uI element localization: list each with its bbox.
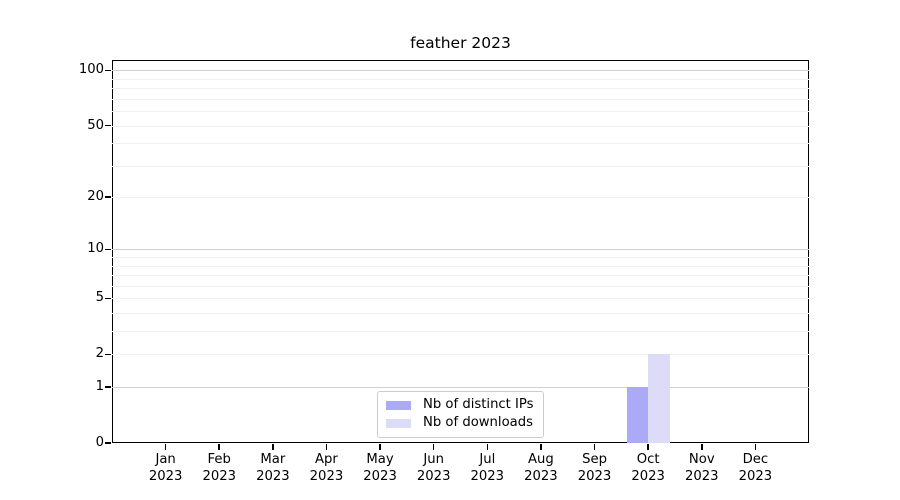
y-tick-label: 5 [95,290,104,306]
minor-gridline [112,275,809,277]
y-tick-mark [105,248,111,251]
minor-gridline [112,78,809,80]
x-tick-label: Jun 2023 [416,452,451,484]
bar-oct-series-0 [626,387,649,443]
major-gridline [112,70,809,72]
major-gridline [112,249,809,251]
minor-gridline [112,313,809,315]
legend-swatch [386,400,411,410]
major-gridline [112,387,809,389]
y-tick-label: 20 [87,189,104,205]
plot-area [112,60,809,443]
minor-gridline [112,165,809,167]
x-tick-mark [593,444,596,450]
minor-gridline [112,143,809,145]
x-tick-mark [701,444,703,450]
minor-gridline [112,298,809,300]
minor-gridline [112,354,809,356]
x-tick-label: Aug 2023 [524,452,558,484]
x-tick-label: Feb 2023 [202,452,236,484]
x-tick-mark [432,444,435,450]
minor-gridline [112,125,809,127]
x-tick-mark [218,444,220,450]
minor-gridline [112,257,809,259]
y-tick-mark [105,124,111,127]
x-tick-label: May 2023 [363,452,397,484]
x-tick-mark [486,444,489,450]
minor-gridline [112,331,809,333]
x-tick-mark [325,444,328,450]
y-tick-mark [105,386,111,388]
minor-gridline [112,197,809,199]
y-tick-mark [105,353,111,356]
y-tick-label: 10 [87,241,104,257]
x-tick-label: Sep 2023 [577,452,612,484]
legend-label: Nb of downloads [423,415,533,430]
x-tick-mark [540,444,542,450]
legend: Nb of distinct IPs Nb of downloads [377,391,544,438]
legend-label: Nb of distinct IPs [423,397,534,412]
minor-gridline [112,111,809,113]
y-tick-mark [105,297,111,300]
x-tick-label: Nov 2023 [684,452,719,484]
x-tick-label: Oct 2023 [631,452,665,484]
x-tick-label: Jul 2023 [470,452,505,484]
x-tick-mark [272,444,274,450]
bar-oct-series-1 [648,354,670,443]
chart-title: feather 2023 [410,34,511,52]
y-tick-mark [105,196,111,198]
y-tick-label: 2 [95,346,104,362]
y-tick-label: 100 [78,62,104,78]
y-tick-label: 1 [95,379,104,395]
x-tick-mark [379,444,381,450]
x-tick-label: Jan 2023 [148,452,183,484]
y-tick-mark [105,69,111,72]
y-tick-label: 0 [95,435,104,450]
x-tick-mark [647,444,649,450]
minor-gridline [112,88,809,90]
x-tick-mark [164,444,167,450]
x-tick-mark [754,444,757,450]
y-tick-label: 50 [87,117,104,133]
legend-swatch [386,418,411,428]
x-tick-label: Mar 2023 [256,452,290,484]
minor-gridline [112,98,809,100]
legend-item: Nb of downloads [386,414,534,432]
x-tick-label: Apr 2023 [309,452,344,484]
minor-gridline [112,265,809,267]
y-tick-mark [105,442,111,444]
legend-item: Nb of distinct IPs [386,396,534,414]
minor-gridline [112,285,809,287]
x-tick-label: Dec 2023 [738,452,773,484]
